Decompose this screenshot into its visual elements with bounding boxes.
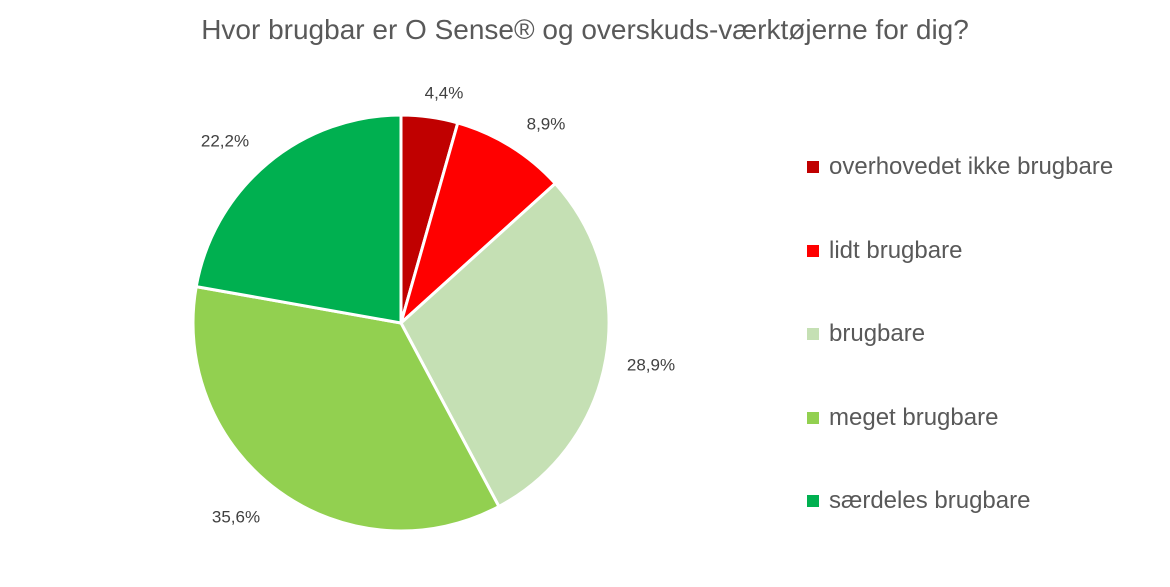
legend-swatch-2 (807, 244, 819, 257)
data-label-4: 35,6% (212, 507, 260, 526)
legend-label-2: lidt brugbare (829, 236, 963, 264)
pie-slice-3 (399, 181, 611, 509)
pie-data-labels: 4,4% 8,9% 28,9% 35,6% 22,2% (201, 83, 675, 526)
data-label-1: 4,4% (425, 83, 464, 102)
legend-item-5: særdeles brugbare (807, 484, 1167, 518)
legend-label-4: meget brugbare (829, 403, 999, 431)
data-label-5: 22,2% (201, 131, 249, 150)
legend-item-2: lidt brugbare (807, 234, 1167, 268)
chart-title: Hvor brugbar er O Sense® og overskuds-væ… (201, 14, 969, 45)
legend-item-3: brugbare (807, 317, 1167, 351)
legend-label-3: brugbare (829, 320, 926, 347)
legend-swatch-3 (807, 328, 819, 340)
data-label-2: 8,9% (527, 114, 566, 133)
legend-item-1: overhovedet ikke brugbare (807, 150, 1167, 184)
data-label-3: 28,9% (627, 355, 675, 374)
legend-swatch-1 (807, 161, 819, 173)
legend-label-1: overhovedet ikke brugbare (829, 153, 1114, 180)
legend-swatch-4 (807, 411, 819, 424)
pie-slice-4 (191, 285, 501, 533)
pie-slice-5 (194, 113, 403, 325)
pie-slice-2 (399, 121, 557, 325)
legend: overhovedet ikke brugbare lidt brugbare br… (807, 150, 1167, 568)
legend-swatch-5 (807, 495, 819, 507)
legend-item-4: meget brugbare (807, 401, 1167, 435)
legend-label-5: særdeles brugbare (829, 487, 1031, 514)
pie-slices (191, 113, 611, 533)
